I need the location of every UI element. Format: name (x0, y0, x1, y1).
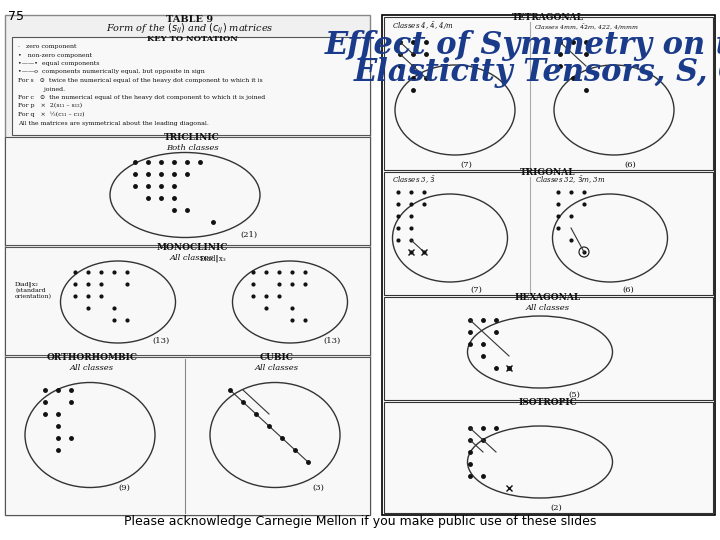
Bar (5, 247, 370, 355)
Text: Classes 4mm, $\bar{4}2m$, 422, 4/mmm: Classes 4mm, $\bar{4}2m$, 422, 4/mmm (534, 22, 639, 31)
Text: KEY TO NOTATION: KEY TO NOTATION (147, 35, 238, 43)
Text: TRICLINIC: TRICLINIC (164, 133, 220, 142)
Text: All classes: All classes (526, 304, 570, 312)
Text: Classes 3, $\bar{3}$: Classes 3, $\bar{3}$ (392, 175, 436, 186)
Text: Classes 32, $\bar{3}m$, 3m: Classes 32, $\bar{3}m$, 3m (535, 175, 606, 186)
Text: ORTHORHOMBIC: ORTHORHOMBIC (47, 353, 138, 362)
Text: For q   ×  ½(c₁₁ – c₁₂): For q × ½(c₁₁ – c₁₂) (18, 112, 84, 117)
Text: All classes: All classes (70, 364, 114, 372)
Text: TABLE 9: TABLE 9 (166, 15, 214, 24)
Text: (2): (2) (550, 504, 562, 512)
Text: Please acknowledge Carnegie Mellon if you make public use of these slides: Please acknowledge Carnegie Mellon if yo… (124, 515, 596, 528)
Text: For p   ×  2(s₁₁ – s₁₂): For p × 2(s₁₁ – s₁₂) (18, 103, 82, 109)
Text: 75: 75 (8, 10, 24, 23)
Text: (21): (21) (240, 231, 257, 239)
Bar (384, 297, 713, 400)
Bar (384, 402, 713, 513)
Text: TETRAGONAL: TETRAGONAL (512, 13, 584, 22)
Text: ·   zero component: · zero component (18, 44, 76, 49)
Text: Diad‖x₃: Diad‖x₃ (200, 254, 227, 262)
Bar (382, 15, 715, 515)
Text: (5): (5) (568, 391, 580, 399)
Text: All classes: All classes (170, 254, 214, 262)
Text: (7): (7) (470, 286, 482, 294)
Text: (6): (6) (624, 161, 636, 169)
Text: (6): (6) (622, 286, 634, 294)
Text: Elasticity Tensors, S, C: Elasticity Tensors, S, C (354, 57, 720, 88)
Text: joined.: joined. (18, 86, 65, 91)
Text: Both classes: Both classes (166, 144, 218, 152)
Bar (5, 137, 370, 245)
Bar (12, 37, 370, 135)
Text: •   non-zero component: • non-zero component (18, 52, 92, 57)
Text: For c   ⊙  the numerical equal of the heavy dot component to which it is joined: For c ⊙ the numerical equal of the heavy… (18, 95, 265, 100)
Text: Diad‖x₂
(standard
orientation): Diad‖x₂ (standard orientation) (15, 281, 52, 299)
Text: All classes: All classes (255, 364, 299, 372)
Text: Classes 4, $\bar{4}$, 4/m: Classes 4, $\bar{4}$, 4/m (392, 21, 454, 32)
Text: For s   ⊙  twice the numerical equal of the heavy dot component to which it is: For s ⊙ twice the numerical equal of the… (18, 78, 263, 83)
Text: All the matrices are symmetrical about the leading diagonal.: All the matrices are symmetrical about t… (18, 120, 209, 125)
Text: (9): (9) (118, 484, 130, 492)
Text: ISOTROPIC: ISOTROPIC (518, 398, 577, 407)
Text: HEXAGONAL: HEXAGONAL (515, 293, 581, 302)
Text: TRIGONAL: TRIGONAL (520, 168, 576, 177)
Bar (5, 357, 370, 515)
Text: (3): (3) (312, 484, 324, 492)
Text: (13): (13) (323, 337, 341, 345)
Text: •——o  components numerically equal, but opposite in sign: •——o components numerically equal, but o… (18, 70, 204, 75)
Text: •——•  equal components: •——• equal components (18, 61, 99, 66)
Bar (384, 172, 713, 295)
Text: (13): (13) (152, 337, 169, 345)
Bar (5, 15, 370, 515)
Text: (7): (7) (460, 161, 472, 169)
Text: Form of the $(s_{ij})$ and $(c_{ij})$ matrices: Form of the $(s_{ij})$ and $(c_{ij})$ ma… (107, 22, 274, 36)
Text: MONOCLINIC: MONOCLINIC (156, 243, 228, 252)
Bar (384, 17, 713, 170)
Text: CUBIC: CUBIC (260, 353, 294, 362)
Text: Effect of Symmetry on the: Effect of Symmetry on the (324, 30, 720, 61)
